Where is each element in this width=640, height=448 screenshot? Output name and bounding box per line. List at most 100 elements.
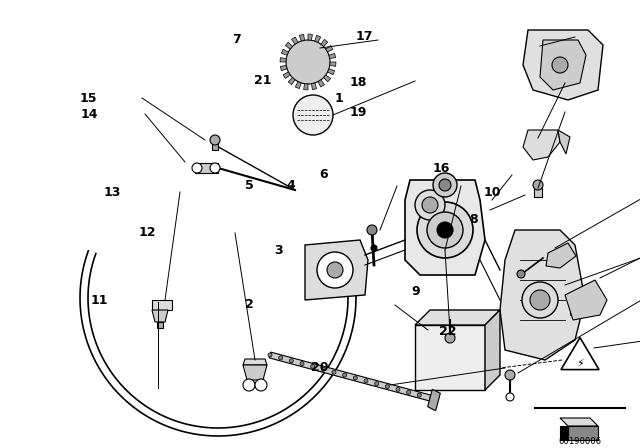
- Polygon shape: [500, 230, 585, 360]
- Circle shape: [385, 384, 389, 388]
- Text: 17: 17: [356, 30, 374, 43]
- Polygon shape: [568, 426, 598, 440]
- Polygon shape: [300, 34, 305, 41]
- Circle shape: [286, 40, 330, 84]
- Circle shape: [367, 225, 377, 235]
- Circle shape: [327, 262, 343, 278]
- Polygon shape: [405, 180, 485, 275]
- Circle shape: [278, 356, 283, 360]
- Polygon shape: [540, 40, 586, 90]
- Polygon shape: [280, 65, 287, 71]
- Text: 2: 2: [245, 298, 254, 311]
- Text: 21: 21: [253, 74, 271, 87]
- Bar: [212, 140, 218, 150]
- Circle shape: [293, 95, 333, 135]
- Text: ⚡: ⚡: [576, 359, 584, 369]
- Polygon shape: [415, 310, 500, 325]
- Text: 18: 18: [349, 76, 367, 90]
- Circle shape: [317, 252, 353, 288]
- Polygon shape: [157, 322, 163, 328]
- Circle shape: [192, 163, 202, 173]
- Circle shape: [243, 379, 255, 391]
- Polygon shape: [312, 83, 317, 90]
- Polygon shape: [282, 49, 289, 55]
- Polygon shape: [558, 130, 570, 154]
- Text: 00190006: 00190006: [559, 438, 602, 447]
- Polygon shape: [292, 37, 298, 44]
- Circle shape: [517, 270, 525, 278]
- Circle shape: [552, 57, 568, 73]
- Polygon shape: [415, 325, 485, 390]
- Circle shape: [374, 382, 379, 386]
- Circle shape: [364, 379, 368, 383]
- Text: 10: 10: [484, 186, 502, 199]
- Polygon shape: [288, 78, 295, 85]
- Text: 15: 15: [79, 92, 97, 105]
- Circle shape: [342, 373, 347, 377]
- Circle shape: [332, 370, 336, 374]
- Polygon shape: [315, 35, 321, 43]
- Text: 5: 5: [245, 179, 254, 193]
- Text: 3: 3: [274, 244, 283, 258]
- Circle shape: [210, 135, 220, 145]
- Polygon shape: [330, 62, 336, 66]
- Polygon shape: [243, 359, 267, 365]
- Circle shape: [255, 379, 267, 391]
- Circle shape: [406, 390, 411, 394]
- Text: 4: 4: [287, 179, 296, 193]
- Circle shape: [422, 197, 438, 213]
- Bar: [534, 185, 542, 197]
- Text: 20: 20: [311, 361, 329, 374]
- Text: 12: 12: [138, 226, 156, 240]
- Text: 6: 6: [319, 168, 328, 181]
- Circle shape: [533, 180, 543, 190]
- Text: 1: 1: [335, 92, 344, 105]
- Circle shape: [289, 359, 293, 363]
- Polygon shape: [269, 352, 431, 401]
- Polygon shape: [318, 80, 324, 87]
- Circle shape: [439, 179, 451, 191]
- Polygon shape: [523, 30, 603, 100]
- Circle shape: [522, 282, 558, 318]
- Polygon shape: [285, 42, 292, 49]
- Polygon shape: [321, 39, 328, 47]
- Polygon shape: [152, 310, 168, 322]
- Text: 13: 13: [103, 186, 121, 199]
- Circle shape: [417, 393, 421, 397]
- Polygon shape: [295, 82, 301, 89]
- Circle shape: [417, 202, 473, 258]
- Circle shape: [321, 367, 325, 371]
- Polygon shape: [308, 34, 312, 40]
- Circle shape: [415, 190, 445, 220]
- Circle shape: [210, 163, 220, 173]
- Polygon shape: [523, 130, 560, 160]
- Polygon shape: [328, 69, 335, 75]
- Polygon shape: [485, 310, 500, 390]
- Circle shape: [530, 290, 550, 310]
- Circle shape: [437, 222, 453, 238]
- Circle shape: [353, 376, 357, 380]
- Polygon shape: [561, 338, 599, 370]
- Text: 9: 9: [412, 284, 420, 298]
- Circle shape: [506, 393, 514, 401]
- Text: 22: 22: [439, 325, 457, 338]
- Circle shape: [300, 362, 304, 366]
- Text: 7: 7: [232, 33, 241, 46]
- Polygon shape: [428, 389, 440, 411]
- Polygon shape: [152, 300, 172, 310]
- Polygon shape: [565, 280, 607, 320]
- Polygon shape: [243, 365, 267, 380]
- Circle shape: [505, 370, 515, 380]
- Polygon shape: [546, 243, 576, 268]
- Polygon shape: [324, 75, 331, 82]
- Text: 19: 19: [349, 105, 367, 119]
- Polygon shape: [560, 418, 598, 426]
- Circle shape: [445, 333, 455, 343]
- Polygon shape: [329, 53, 335, 59]
- Polygon shape: [326, 46, 333, 52]
- Text: 16: 16: [433, 161, 451, 175]
- Polygon shape: [195, 163, 218, 173]
- Text: 11: 11: [90, 293, 108, 307]
- Circle shape: [433, 173, 457, 197]
- Circle shape: [427, 212, 463, 248]
